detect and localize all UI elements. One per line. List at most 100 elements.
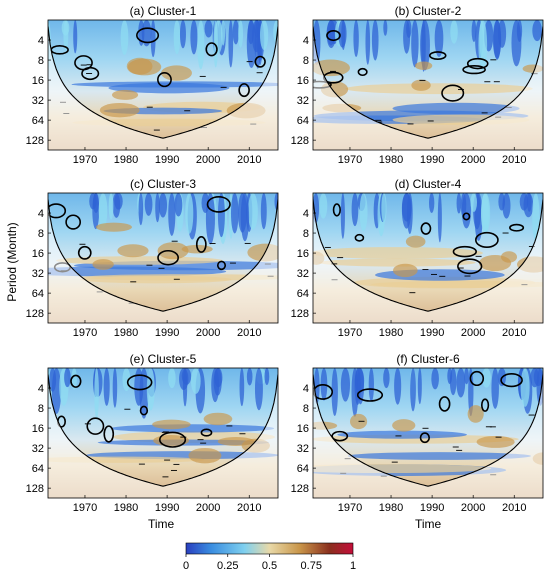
power-streak [64, 368, 71, 388]
power-streak [232, 20, 239, 45]
significance-contour [500, 373, 523, 388]
power-streak [71, 368, 77, 390]
colorbar-tick-label: 0.75 [301, 560, 322, 572]
power-streak [94, 368, 99, 419]
y-tick-label: 64 [297, 288, 309, 300]
x-tick-label: 1990 [155, 502, 179, 514]
panels-layer: (a) Cluster-1 4 8 16 32 64 128 1970 1980 1990 2000… [26, 4, 544, 514]
panel-title: (f) Cluster-6 [396, 352, 460, 366]
significance-contour [65, 214, 82, 230]
power-streak [530, 368, 540, 388]
significance-contour [159, 431, 187, 448]
y-tick-label: 64 [297, 115, 309, 127]
power-streak [144, 193, 153, 216]
power-band [337, 430, 467, 439]
power-streak [61, 20, 70, 36]
significance-contour [356, 388, 384, 402]
x-tick-label: 1990 [420, 327, 444, 339]
power-streak [214, 368, 223, 388]
power-streak [434, 20, 444, 58]
y-tick-label: 8 [38, 55, 44, 67]
power-streak [239, 368, 245, 407]
y-tick-label: 16 [32, 248, 44, 260]
coi-curve [313, 26, 543, 139]
significance-contour [420, 222, 432, 235]
power-patch [161, 65, 192, 81]
power-patch [117, 244, 149, 258]
y-tick-label: 16 [297, 75, 309, 87]
y-tick-label: 128 [291, 483, 309, 495]
power-streak [526, 193, 532, 212]
y-tick-label: 128 [291, 308, 309, 320]
power-streak [238, 20, 244, 48]
power-streak [228, 20, 234, 68]
power-streak [437, 193, 442, 243]
power-streak [383, 20, 388, 36]
power-streak [182, 368, 188, 407]
x-tick-label: 2010 [237, 154, 261, 166]
x-tick-label: 2010 [502, 502, 526, 514]
significance-contour [452, 245, 477, 258]
power-band [71, 81, 278, 88]
significance-contour [466, 57, 489, 70]
significance-contour [157, 249, 179, 266]
significance-contour [469, 370, 485, 387]
x-tick-label: 2010 [237, 327, 261, 339]
significance-contour [480, 398, 490, 412]
x-tick-label: 1970 [338, 502, 362, 514]
power-streak [155, 193, 160, 223]
y-tick-label: 4 [303, 383, 309, 395]
panel-frame [312, 367, 544, 499]
x-tick-label: 2010 [502, 154, 526, 166]
power-streak [368, 368, 374, 402]
power-streak [73, 20, 78, 54]
significance-contour [357, 67, 368, 77]
power-patch [405, 235, 426, 248]
power-streak [114, 193, 123, 210]
power-streak [491, 368, 499, 409]
power-streak [93, 193, 100, 213]
x-tick-label: 1980 [379, 154, 403, 166]
y-tick-label: 32 [297, 268, 309, 280]
panel-frame [47, 367, 279, 499]
power-patch [476, 435, 515, 448]
significance-contour [139, 405, 149, 416]
x-tick-label: 2000 [461, 502, 485, 514]
power-streak [331, 368, 338, 417]
y-tick-label: 32 [32, 95, 44, 107]
x-tick-label: 2010 [502, 327, 526, 339]
panel-title: (a) Cluster-1 [130, 4, 197, 18]
power-streak [264, 368, 270, 386]
power-band [80, 275, 232, 284]
y-tick-label: 4 [303, 208, 309, 220]
significance-contour [438, 396, 451, 412]
power-streak [247, 20, 255, 45]
y-tick-label: 128 [26, 135, 44, 147]
power-spectrum [48, 20, 278, 150]
x-tick-label: 1970 [73, 502, 97, 514]
power-streak [417, 368, 422, 405]
power-streak [204, 20, 213, 38]
power-streak [254, 368, 263, 411]
power-streak [516, 20, 523, 42]
power-patch [500, 251, 518, 263]
power-streak [519, 193, 529, 211]
power-spectrum [313, 20, 543, 150]
y-tick-label: 128 [291, 135, 309, 147]
power-patch [188, 447, 222, 464]
y-tick-label: 64 [297, 463, 309, 475]
x-tick-label: 1990 [420, 502, 444, 514]
coi-curve [48, 374, 278, 487]
power-streak [134, 368, 144, 406]
power-patch [392, 419, 416, 432]
power-streak [428, 193, 435, 213]
power-streak [479, 20, 485, 58]
power-patch [92, 259, 114, 270]
power-streak [112, 368, 118, 408]
colorbar-ticks: 0 0.25 0.5 0.75 1 [183, 554, 356, 572]
coi-curve [313, 374, 543, 487]
significance-contour [475, 231, 499, 249]
power-streak [168, 193, 176, 236]
power-streak [120, 20, 129, 55]
